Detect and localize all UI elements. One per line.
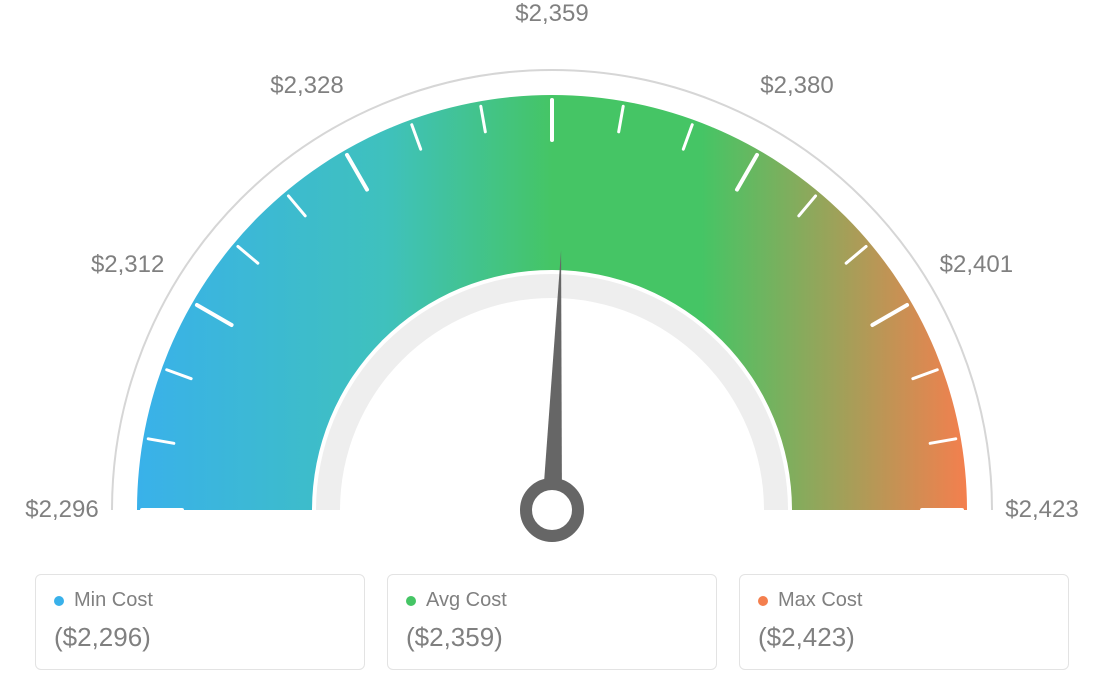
gauge-tick-label: $2,312 [91, 251, 164, 279]
avg-cost-card: Avg Cost ($2,359) [387, 574, 717, 670]
gauge-tick-label: $2,380 [760, 72, 833, 100]
gauge-svg [0, 0, 1104, 560]
gauge-tick-label: $2,328 [270, 72, 343, 100]
gauge-tick-label: $2,423 [1005, 496, 1078, 524]
max-cost-title-row: Max Cost [758, 589, 1050, 612]
gauge-tick-label: $2,296 [25, 496, 98, 524]
max-dot-icon [758, 596, 768, 606]
gauge-tick-label: $2,359 [515, 0, 588, 28]
avg-cost-label: Avg Cost [426, 589, 507, 612]
summary-cards: Min Cost ($2,296) Avg Cost ($2,359) Max … [35, 574, 1069, 670]
avg-cost-title-row: Avg Cost [406, 589, 698, 612]
gauge-tick-label: $2,401 [940, 251, 1013, 279]
avg-dot-icon [406, 596, 416, 606]
min-cost-value: ($2,296) [54, 622, 346, 653]
gauge-area: $2,296 $2,312 $2,328 $2,359 $2,380 $2,401 $2,4… [0, 0, 1104, 560]
max-cost-value: ($2,423) [758, 622, 1050, 653]
max-cost-label: Max Cost [778, 589, 862, 612]
avg-cost-value: ($2,359) [406, 622, 698, 653]
min-dot-icon [54, 596, 64, 606]
min-cost-title-row: Min Cost [54, 589, 346, 612]
max-cost-card: Max Cost ($2,423) [739, 574, 1069, 670]
min-cost-card: Min Cost ($2,296) [35, 574, 365, 670]
cost-gauge-chart: $2,296 $2,312 $2,328 $2,359 $2,380 $2,401 $2,4… [0, 0, 1104, 690]
min-cost-label: Min Cost [74, 589, 153, 612]
